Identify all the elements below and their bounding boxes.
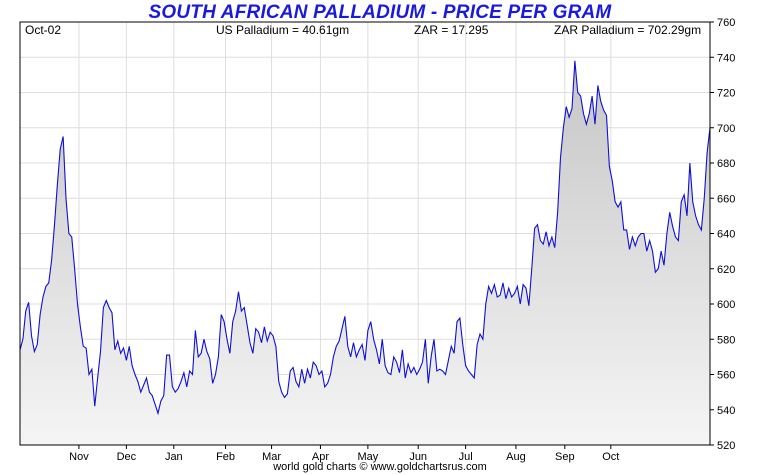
y-axis-ticks: 520 540 560 580 600 620 640 660 680 700 720 740 760 [710,17,735,452]
y-tick-label: 680 [717,158,735,170]
zar-palladium-label: ZAR Palladium = 702.29gm [554,23,702,37]
us-palladium-label: US Palladium = 40.61gm [216,23,350,37]
y-tick-label: 760 [717,17,735,29]
y-tick-label: 700 [717,123,735,135]
x-tick-label: Jun [409,451,427,463]
x-tick-label: Dec [117,451,137,463]
x-tick-label: Sep [555,451,575,463]
x-tick-label: Apr [312,451,329,463]
x-tick-label: Jul [459,451,473,463]
y-tick-label: 560 [717,370,735,382]
x-tick-label: Mar [262,451,281,463]
y-tick-label: 520 [717,440,735,452]
y-tick-label: 540 [717,405,735,417]
x-tick-label: May [357,451,378,463]
y-tick-label: 580 [717,334,735,346]
y-tick-label: 620 [717,264,735,276]
start-date-label: Oct-02 [25,23,62,37]
x-tick-label: Feb [216,451,235,463]
y-tick-label: 740 [717,52,735,64]
chart-title: SOUTH AFRICAN PALLADIUM - PRICE PER GRAM [148,2,612,23]
x-tick-label: Nov [69,451,89,463]
y-tick-label: 600 [717,299,735,311]
y-tick-label: 640 [717,229,735,241]
x-tick-label: Oct [602,451,619,463]
x-tick-label: Jan [165,451,183,463]
x-tick-label: Aug [506,451,526,463]
y-tick-label: 660 [717,193,735,205]
price-line [19,60,711,416]
chart-credit: world gold charts © www.goldchartsrus.co… [273,461,487,473]
x-axis-ticks: Nov Dec Jan Feb Mar Apr May Jun Jul Aug Sep Oct [69,445,619,463]
price-area-fill [20,60,710,446]
zar-rate-label: ZAR = 17.295 [414,23,489,37]
y-tick-label: 720 [717,88,735,100]
